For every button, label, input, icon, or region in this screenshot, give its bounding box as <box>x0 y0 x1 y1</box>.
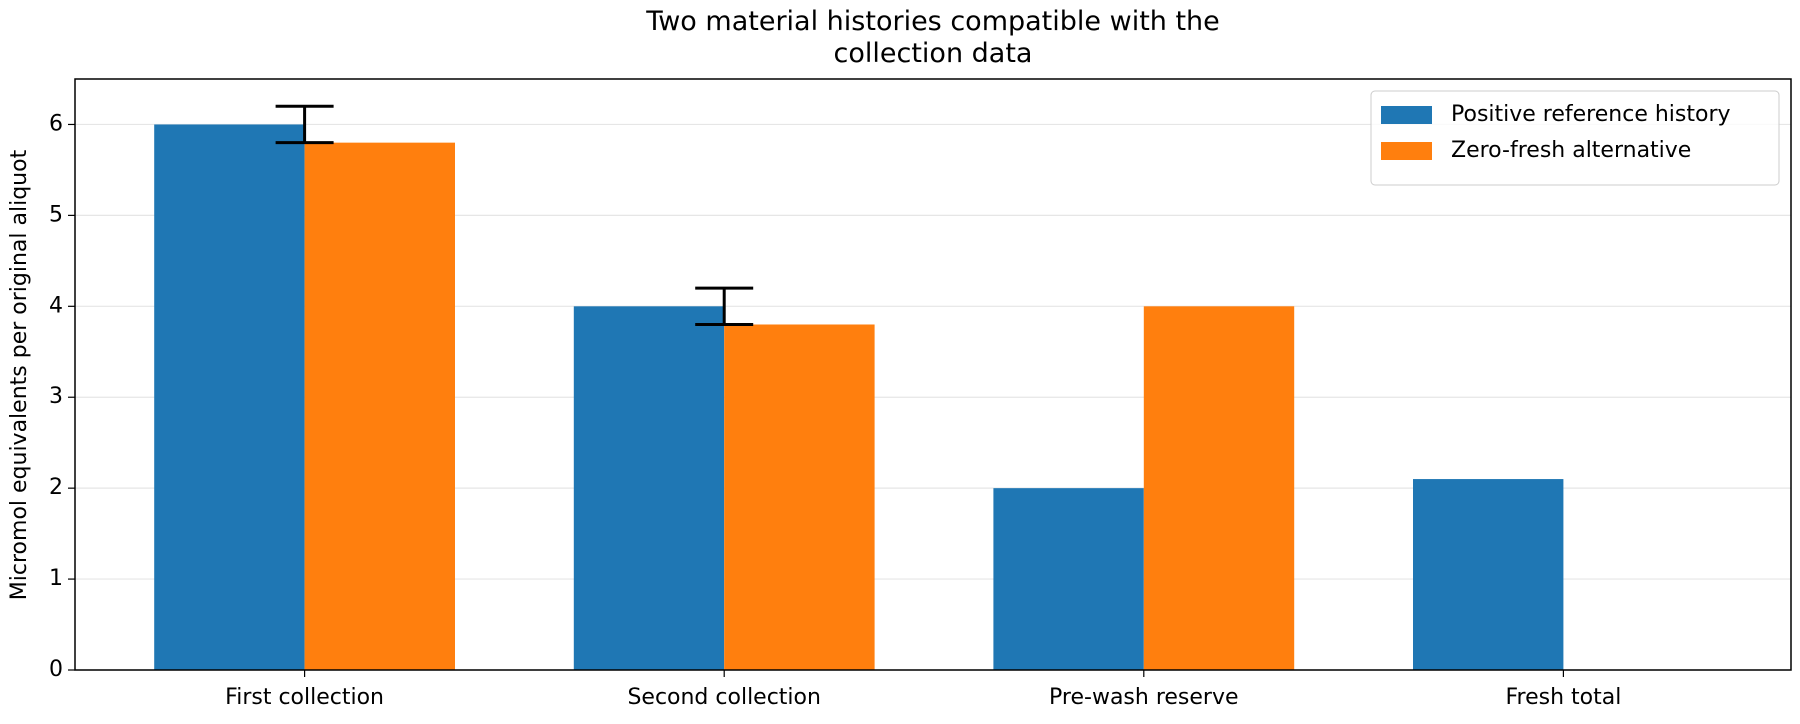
bar <box>154 124 305 670</box>
error-bar <box>695 286 754 326</box>
y-tick-label: 5 <box>49 202 63 227</box>
x-tick-label: Second collection <box>627 685 821 710</box>
x-tick-label: Fresh total <box>1505 685 1621 710</box>
legend-swatch <box>1381 106 1432 124</box>
error-bar <box>275 104 334 145</box>
legend-label: Positive reference history <box>1451 102 1731 127</box>
y-tick-label: 3 <box>49 384 63 409</box>
bar <box>1413 479 1564 670</box>
y-tick-label: 0 <box>49 657 63 682</box>
bar <box>304 142 455 671</box>
legend-label: Zero-fresh alternative <box>1451 138 1691 163</box>
bar <box>573 306 725 670</box>
legend-box <box>1370 90 1780 186</box>
bar <box>1143 306 1295 670</box>
legend-swatch <box>1381 142 1432 160</box>
plot-frame <box>74 78 1792 671</box>
y-tick-label: 4 <box>49 293 63 318</box>
y-tick-label: 1 <box>49 566 63 591</box>
y-axis-label: Micromol equivalents per original aliquo… <box>7 149 32 600</box>
x-tick-label: First collection <box>225 685 384 710</box>
y-tick-label: 2 <box>49 475 63 500</box>
x-tick-label: Pre-wash reserve <box>1049 685 1238 710</box>
bar <box>724 324 875 670</box>
chart-title: Two material histories compatible with t… <box>645 6 1220 69</box>
y-tick-label: 6 <box>49 111 63 136</box>
bar <box>993 488 1144 670</box>
